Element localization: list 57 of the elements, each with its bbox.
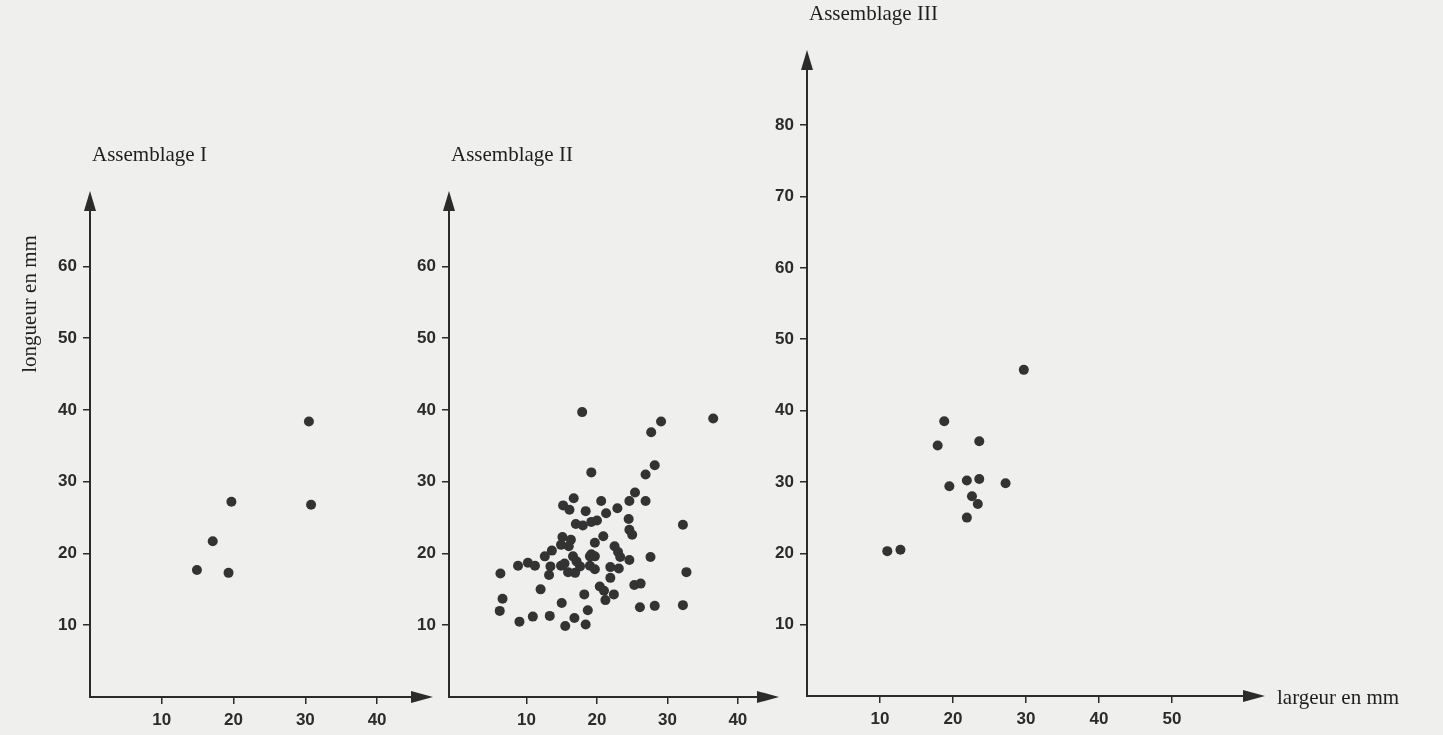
point (895, 544, 906, 555)
chart-title: Assemblage III (809, 1, 938, 25)
point (939, 416, 950, 427)
y-tick-label: 30 (775, 471, 794, 491)
y-tick-label: 30 (58, 471, 77, 491)
point (223, 567, 234, 578)
y-tick-label: 20 (775, 542, 794, 562)
y-tick-label: 60 (417, 256, 436, 276)
y-tick-label: 40 (775, 400, 794, 420)
point (191, 564, 202, 575)
x-tick-label: 30 (295, 709, 315, 729)
point (961, 512, 972, 523)
point (306, 499, 317, 510)
point (961, 475, 972, 486)
y-tick-label: 20 (58, 543, 77, 563)
y-tick-label: 40 (417, 399, 436, 419)
x-tick-label: 10 (870, 708, 890, 728)
x-tick-label: 40 (1089, 708, 1109, 728)
y-tick-label: 10 (417, 614, 436, 634)
y-tick-label: 10 (775, 614, 794, 634)
x-tick-label: 20 (587, 709, 607, 729)
point (972, 499, 983, 510)
x-tick-label: 40 (367, 709, 387, 729)
y-tick-label: 10 (58, 614, 77, 634)
x-tick-label: 20 (943, 708, 963, 728)
point (226, 496, 237, 507)
point (303, 416, 314, 427)
y-tick-label: 70 (775, 186, 794, 206)
chart-title: Assemblage I (92, 142, 207, 166)
x-tick-label: 10 (517, 709, 536, 729)
x-tick-label: 30 (1016, 708, 1036, 728)
point (932, 440, 943, 451)
y-tick-label: 20 (417, 543, 436, 563)
y-tick-label: 50 (58, 327, 77, 347)
y-tick-label: 60 (775, 257, 794, 277)
x-tick-label: 10 (152, 709, 172, 729)
point (207, 536, 218, 547)
x-tick-label: 30 (657, 709, 677, 729)
x-tick-label: 20 (224, 709, 244, 729)
y-tick-label: 30 (417, 471, 436, 491)
y-tick-label: 40 (58, 399, 77, 419)
point (1018, 364, 1029, 375)
point (974, 436, 985, 447)
y-axis-title: longueur en mm (16, 235, 41, 373)
x-axis-title: largeur en mm (1277, 684, 1400, 709)
y-tick-label: 60 (58, 256, 77, 276)
point (974, 474, 985, 485)
chart-title: Assemblage II (451, 142, 573, 166)
x-tick-label: 50 (1162, 708, 1182, 728)
y-tick-label: 80 (775, 114, 794, 134)
y-tick-label: 50 (775, 328, 794, 348)
point (882, 546, 893, 557)
y-tick-label: 50 (417, 327, 436, 347)
point (1000, 478, 1011, 489)
x-tick-label: 40 (728, 709, 748, 729)
point (944, 481, 955, 492)
point (966, 491, 977, 502)
